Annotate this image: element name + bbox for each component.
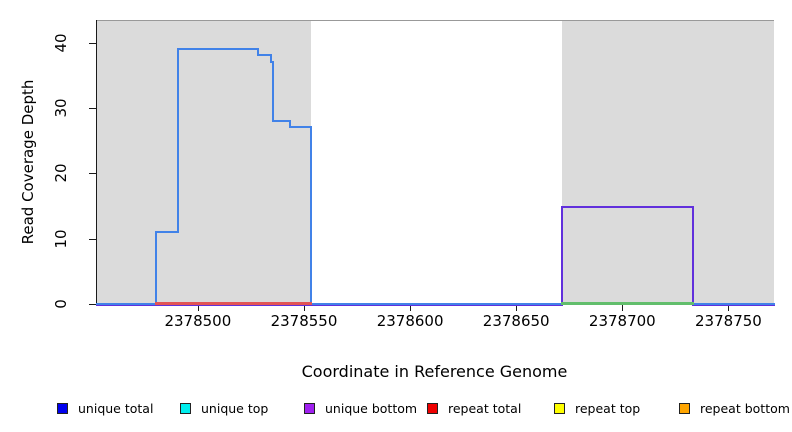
series-segment bbox=[176, 47, 179, 231]
x-tick-label: 2378500 bbox=[164, 312, 232, 330]
x-tick-label: 2378550 bbox=[270, 312, 338, 330]
legend-item: unique total bbox=[57, 398, 177, 418]
y-tick-label: 40 bbox=[52, 33, 70, 53]
y-axis-title: Read Coverage Depth bbox=[19, 79, 37, 245]
legend-item: unique top bbox=[180, 398, 300, 418]
legend-swatch-icon bbox=[679, 403, 690, 414]
plot-area bbox=[96, 20, 775, 306]
series-segment bbox=[257, 47, 260, 55]
shaded-alignment-region bbox=[561, 20, 774, 304]
series-segment bbox=[272, 60, 275, 120]
series-segment bbox=[310, 126, 313, 303]
legend-item: repeat top bbox=[554, 398, 674, 418]
series-segment bbox=[96, 302, 158, 305]
legend-swatch-icon bbox=[57, 403, 68, 414]
x-tick bbox=[197, 304, 199, 311]
series-segment bbox=[560, 302, 695, 305]
y-tick-label: 20 bbox=[52, 163, 70, 183]
series-segment bbox=[310, 302, 775, 305]
series-segment bbox=[560, 205, 695, 208]
x-tick bbox=[516, 304, 518, 311]
legend-item: repeat total bbox=[427, 398, 547, 418]
legend-swatch-icon bbox=[554, 403, 565, 414]
legend-swatch-icon bbox=[427, 403, 438, 414]
series-segment bbox=[289, 119, 292, 127]
series-segment bbox=[692, 205, 695, 304]
legend-label: unique total bbox=[78, 401, 154, 416]
series-segment bbox=[96, 303, 563, 306]
legend-label: unique top bbox=[201, 401, 269, 416]
legend-swatch-icon bbox=[304, 403, 315, 414]
series-segment bbox=[155, 302, 313, 305]
y-tick bbox=[89, 108, 96, 110]
y-tick bbox=[89, 238, 96, 240]
x-tick-label: 2378650 bbox=[482, 312, 550, 330]
x-tick-label: 2378600 bbox=[376, 312, 444, 330]
series-segment bbox=[692, 303, 775, 306]
x-tick bbox=[622, 304, 624, 311]
series-segment bbox=[270, 54, 273, 61]
series-segment bbox=[560, 205, 563, 304]
legend-label: unique bottom bbox=[325, 401, 418, 416]
x-tick-label: 2378750 bbox=[695, 312, 762, 330]
y-tick-label: 10 bbox=[52, 229, 70, 249]
plot-top-border bbox=[97, 20, 774, 21]
y-tick bbox=[89, 42, 96, 44]
x-tick bbox=[410, 304, 412, 311]
series-segment bbox=[270, 60, 275, 63]
legend-label: repeat total bbox=[448, 401, 522, 416]
legend-swatch-icon bbox=[180, 403, 191, 414]
x-tick bbox=[303, 304, 305, 311]
x-tick bbox=[728, 304, 730, 311]
series-segment bbox=[155, 230, 179, 233]
legend-item: repeat bottom bbox=[679, 398, 792, 418]
legend: unique total unique top unique bottom repea… bbox=[0, 398, 792, 422]
y-tick-label: 30 bbox=[52, 98, 70, 118]
series-segment bbox=[257, 54, 272, 57]
series-segment bbox=[155, 230, 158, 303]
y-tick-label: 0 bbox=[52, 299, 70, 309]
legend-label: repeat top bbox=[575, 401, 641, 416]
series-segment bbox=[272, 119, 292, 122]
x-axis-title: Coordinate in Reference Genome bbox=[301, 362, 568, 381]
x-tick-label: 2378700 bbox=[588, 312, 656, 330]
shaded-alignment-region bbox=[97, 20, 312, 304]
y-tick bbox=[89, 173, 96, 175]
legend-item: unique bottom bbox=[304, 398, 424, 418]
series-segment bbox=[289, 126, 313, 129]
series-segment bbox=[176, 47, 260, 50]
legend-label: repeat bottom bbox=[700, 401, 790, 416]
y-tick bbox=[89, 304, 96, 305]
